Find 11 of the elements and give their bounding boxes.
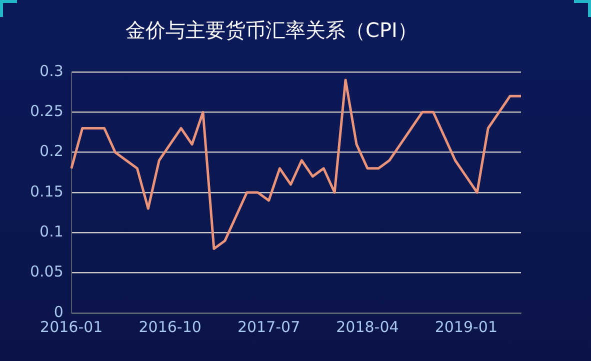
y-tick-label: 0.3: [40, 62, 64, 80]
y-tick-label: 0.2: [40, 142, 64, 160]
y-tick-label: 0.05: [30, 262, 64, 281]
y-tick-label: 0.25: [30, 102, 64, 120]
x-tick-label: 2016-10: [138, 318, 202, 336]
x-tick-label: 2018-04: [336, 318, 399, 336]
x-tick-label: 2017-07: [237, 318, 300, 336]
chart-title: 金价与主要货币汇率关系（CPI）: [126, 18, 418, 42]
y-tick-label: 0.15: [30, 182, 64, 200]
x-tick-label: 2019-01: [434, 318, 498, 336]
y-tick-label: 0.1: [40, 222, 64, 241]
